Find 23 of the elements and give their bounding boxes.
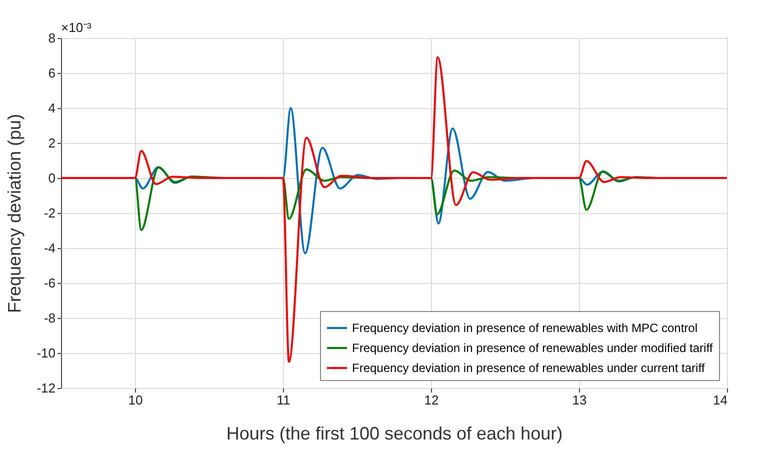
y-tick-label: 2	[48, 136, 56, 150]
y-tick-label: -8	[44, 310, 56, 326]
legend-label: Frequency deviation in presence of renewables under current tariff	[352, 361, 706, 375]
y-tick-label: -6	[44, 276, 56, 290]
text: ×10⁻³	[61, 20, 92, 35]
x-tick-label: 12	[424, 392, 439, 408]
legend-label: Frequency deviation in presence of renewables with MPC control	[352, 321, 698, 335]
y-tick-label: -12	[36, 380, 56, 396]
legend-label: Frequency deviation in presence of renewables under modified tariff	[352, 341, 714, 355]
y-tick-label: -4	[44, 240, 56, 256]
y-tick-label: 0	[48, 170, 56, 186]
x-axis-title: Hours (the first 100 seconds of each hour)	[226, 424, 563, 444]
x-tick-label: 11	[276, 392, 290, 408]
y-tick-label: -2	[44, 206, 56, 220]
x-tick-label: 13	[572, 392, 587, 408]
y-axis-title: Frequency deviation (pu)	[4, 114, 25, 314]
x-tick-label: 10	[128, 392, 143, 408]
line-series	[61, 56, 727, 363]
y-tick-label: 6	[48, 66, 56, 80]
y-tick-label: -10	[36, 346, 56, 360]
y-tick-label: 4	[48, 100, 56, 116]
y-tick-label: 8	[48, 30, 56, 46]
x-tick-label: 14	[713, 392, 728, 408]
